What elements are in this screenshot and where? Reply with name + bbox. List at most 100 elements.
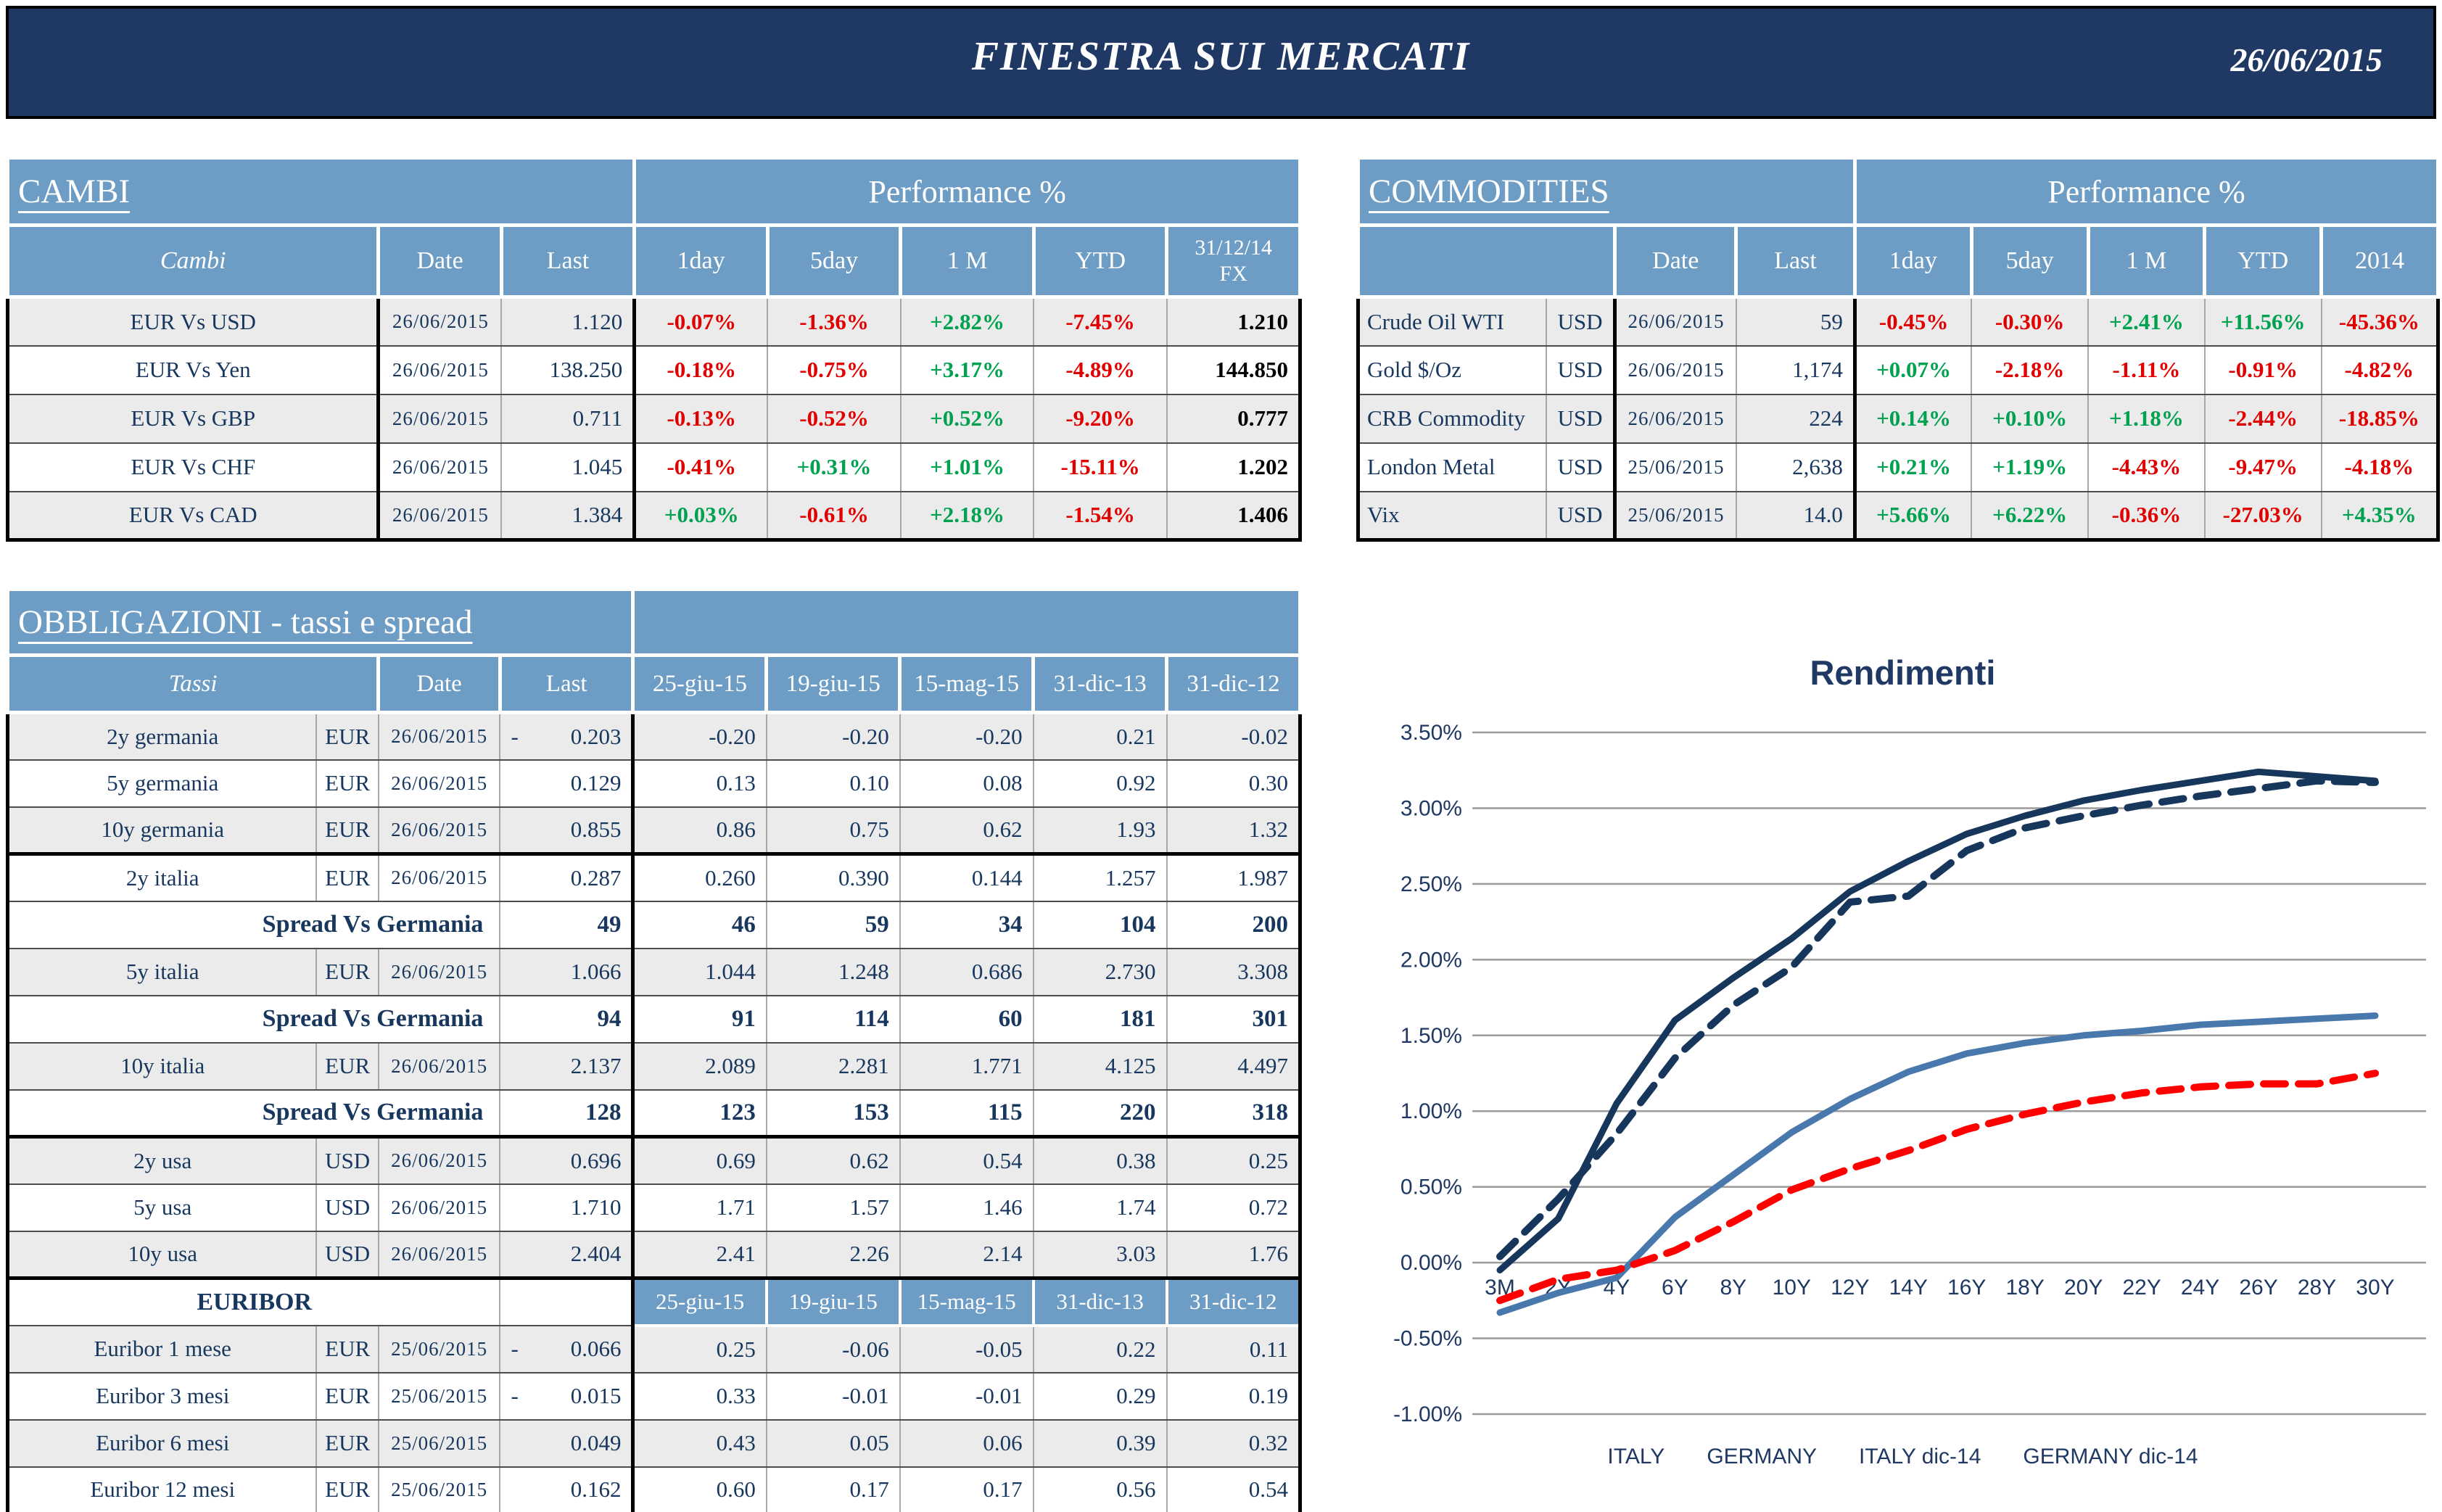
cell-perf: -1.54% bbox=[1033, 490, 1168, 542]
chart-series-GERMANY-dic-14 bbox=[1496, 1070, 2379, 1305]
table-row: 2y germania EUR 26/06/2015-0.203 -0.20 -0.20… bbox=[6, 711, 1302, 761]
cell-history: 1.76 bbox=[1166, 1230, 1302, 1280]
cell-rate-name: 2y usa bbox=[6, 1136, 318, 1185]
cell-date: 26/06/2015 bbox=[1613, 393, 1737, 444]
table-row: Euribor 1 mese EUR 25/06/2015-0.066 0.25 -0.… bbox=[6, 1324, 1302, 1373]
cell-history: -0.20 bbox=[899, 711, 1034, 761]
cell-history: 0.86 bbox=[631, 806, 767, 856]
cell-currency: EUR bbox=[315, 1466, 379, 1512]
cell-perf: -0.61% bbox=[767, 490, 902, 542]
cell-history: 0.30 bbox=[1166, 759, 1302, 808]
last-value-wrap: 2.404 bbox=[500, 1241, 631, 1267]
last-value: 0.287 bbox=[570, 864, 622, 891]
cell-history: 0.144 bbox=[899, 853, 1034, 902]
x-axis-tick-label: 12Y bbox=[1831, 1276, 1869, 1300]
x-axis-tick-label: 26Y bbox=[2239, 1276, 2277, 1300]
col-header-cambi: Cambi bbox=[5, 223, 381, 299]
col-header-1day: 1day bbox=[632, 223, 770, 299]
table-row: EUR Vs CHF 26/06/2015 1.045 -0.41% +0.31% +1.… bbox=[5, 442, 1302, 492]
euribor-col-header: 25-giu-15 bbox=[631, 1276, 768, 1327]
table-row: 10y italia EUR 26/06/2015 2.137 2.089 2.281 1.… bbox=[6, 1041, 1302, 1091]
cell-history: 0.10 bbox=[765, 759, 901, 808]
report-title: FINESTRA SUI MERCATI bbox=[971, 34, 1471, 79]
negative-sign: - bbox=[511, 1383, 519, 1408]
cell-rate-name: 10y germania bbox=[6, 806, 318, 856]
cell-perf: +1.01% bbox=[899, 442, 1035, 492]
cell-history: 0.25 bbox=[1166, 1136, 1302, 1185]
cell-commodity-name: Vix bbox=[1356, 490, 1547, 542]
cell-perf: +0.07% bbox=[1852, 344, 1973, 395]
chart-title: Rendimenti bbox=[1810, 653, 1996, 692]
cell-rate-name: 10y italia bbox=[6, 1041, 318, 1091]
cell-spread-history: 301 bbox=[1166, 994, 1302, 1044]
cell-perf: +5.66% bbox=[1852, 490, 1973, 542]
last-value: 2.404 bbox=[570, 1241, 622, 1267]
euribor-col-header: 19-giu-15 bbox=[764, 1276, 902, 1327]
cell-last: 1.045 bbox=[500, 442, 635, 492]
y-axis-tick-label: -0.50% bbox=[1393, 1327, 1462, 1351]
col-header-31dic13: 31-dic-13 bbox=[1031, 653, 1169, 714]
cell-perf: +0.31% bbox=[767, 442, 902, 492]
cell-history: 0.21 bbox=[1032, 711, 1168, 761]
cell-date: 26/06/2015 bbox=[376, 490, 503, 542]
last-value-wrap: 0.049 bbox=[500, 1430, 631, 1456]
cell-date: 26/06/2015 bbox=[376, 393, 503, 444]
commodities-performance-title: Performance % bbox=[1852, 156, 2441, 227]
table-row: Spread Vs Germania 128 123 153 115 220 318 bbox=[6, 1088, 1302, 1139]
cell-spacer bbox=[499, 1277, 634, 1326]
cell-history: 0.260 bbox=[631, 853, 767, 902]
cell-last: 224 bbox=[1735, 393, 1856, 444]
cell-spread-history: 34 bbox=[899, 900, 1034, 949]
cell-history: 0.56 bbox=[1032, 1466, 1168, 1512]
cell-spread-history: 104 bbox=[1032, 900, 1168, 949]
col-header-last: Last bbox=[498, 653, 635, 714]
last-value-wrap: 0.129 bbox=[500, 770, 631, 796]
cambi-performance-title: Performance % bbox=[632, 156, 1302, 227]
cell-currency: EUR bbox=[315, 759, 379, 808]
cell-perf: -1.36% bbox=[767, 295, 902, 347]
cell-perf: -4.89% bbox=[1033, 344, 1168, 395]
last-value-wrap: 1.710 bbox=[500, 1194, 631, 1220]
cell-history: 0.22 bbox=[1032, 1324, 1168, 1373]
cell-history: 1.257 bbox=[1032, 853, 1168, 902]
cell-date: 26/06/2015 bbox=[376, 344, 503, 395]
cell-history: -0.20 bbox=[631, 711, 767, 761]
y-axis-tick-label: 2.50% bbox=[1401, 872, 1462, 896]
y-axis-tick-label: 2.00% bbox=[1401, 948, 1462, 972]
cell-rate-name: 10y usa bbox=[6, 1230, 318, 1280]
cell-date: 26/06/2015 bbox=[377, 711, 501, 761]
cell-history: 0.19 bbox=[1166, 1371, 1302, 1421]
cell-last: 0.049 bbox=[499, 1418, 634, 1468]
cell-date: 25/06/2015 bbox=[1613, 442, 1737, 492]
last-value-wrap: 0.162 bbox=[500, 1476, 631, 1503]
commodities-section-title: COMMODITIES bbox=[1356, 156, 1857, 227]
table-row: 2y usa USD 26/06/2015 0.696 0.69 0.62 0.54 0.38… bbox=[6, 1136, 1302, 1185]
cell-last: 1.120 bbox=[500, 295, 635, 347]
cell-spread-history: 91 bbox=[631, 994, 767, 1044]
cell-history: 0.11 bbox=[1166, 1324, 1302, 1373]
cell-spread-label: Spread Vs Germania bbox=[6, 900, 501, 949]
cell-currency: EUR bbox=[315, 1371, 379, 1421]
cell-history: 0.08 bbox=[899, 759, 1034, 808]
cell-last: 138.250 bbox=[500, 344, 635, 395]
table-row: EUR Vs CAD 26/06/2015 1.384 +0.03% -0.61% +2.… bbox=[5, 490, 1302, 542]
cell-pair-name: EUR Vs CAD bbox=[5, 490, 379, 542]
cell-history: 0.62 bbox=[765, 1136, 901, 1185]
cell-last: 59 bbox=[1735, 295, 1856, 347]
cell-date: 26/06/2015 bbox=[377, 1183, 501, 1232]
cell-history: 0.54 bbox=[899, 1136, 1034, 1185]
cell-history: 0.75 bbox=[765, 806, 901, 856]
cell-perf: +2.18% bbox=[899, 490, 1035, 542]
report-header-bar: FINESTRA SUI MERCATI 26/06/2015 bbox=[6, 6, 2436, 119]
table-row: CRB Commodity USD 26/06/2015 224 +0.14% +0.10… bbox=[1356, 393, 2440, 444]
y-axis-tick-label: 1.00% bbox=[1401, 1099, 1462, 1123]
cell-last: 2.137 bbox=[499, 1041, 634, 1091]
last-value-wrap: - 0.015 bbox=[500, 1383, 631, 1409]
table-row: Spread Vs Germania 94 91 114 60 181 301 bbox=[6, 994, 1302, 1044]
cell-perf: +1.18% bbox=[2087, 393, 2206, 444]
cell-fx-ref: 1.406 bbox=[1166, 490, 1302, 542]
cell-commodity-name: Crude Oil WTI bbox=[1356, 295, 1547, 347]
cell-currency: USD bbox=[315, 1136, 379, 1185]
cell-history: 1.771 bbox=[899, 1041, 1034, 1091]
